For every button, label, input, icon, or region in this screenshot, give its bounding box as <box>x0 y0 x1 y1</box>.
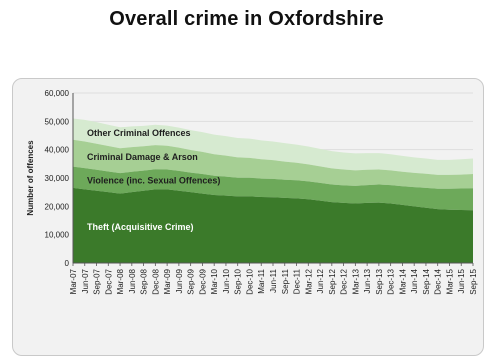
x-tick-label: Dec-14 <box>434 268 443 294</box>
page-title: Overall crime in Oxfordshire <box>109 8 384 30</box>
x-tick-label: Mar-09 <box>163 268 172 294</box>
y-tick-labels: 0 10,000 20,000 30,000 40,000 50,000 60,000 <box>45 89 70 268</box>
x-tick-label: Dec-07 <box>104 268 113 294</box>
x-tick-label: Sep-10 <box>234 268 243 294</box>
x-tick-label: Jun-12 <box>316 268 325 293</box>
x-tick-label: Sep-15 <box>469 268 478 294</box>
x-tick-label: Mar-14 <box>398 268 407 294</box>
y-tick-label: 50,000 <box>45 117 70 126</box>
y-tick-label: 10,000 <box>45 231 70 240</box>
x-tick-label: Mar-08 <box>116 268 125 294</box>
area-violence <box>73 166 473 211</box>
axes <box>72 93 474 266</box>
x-tick-label: Mar-12 <box>304 268 313 294</box>
x-tick-label: Sep-07 <box>93 268 102 294</box>
y-axis-title: Number of offences <box>26 140 35 216</box>
x-tick-label: Sep-09 <box>187 268 196 294</box>
x-tick-label: Sep-14 <box>422 268 431 294</box>
x-tick-label: Jun-15 <box>457 268 466 293</box>
x-tick-label: Jun-08 <box>128 268 137 293</box>
series-label-other: Other Criminal Offences <box>87 128 191 138</box>
y-tick-label: 0 <box>65 259 70 268</box>
y-tick-label: 20,000 <box>45 202 70 211</box>
x-tick-label: Sep-12 <box>328 268 337 294</box>
series-labels: Theft (Acquisitive Crime) Violence (inc. … <box>87 128 220 232</box>
area-layers <box>73 118 473 263</box>
chart-frame: 0 10,000 20,000 30,000 40,000 50,000 60,000 Ma… <box>12 78 484 356</box>
x-tick-label: Dec-11 <box>293 268 302 294</box>
x-tick-label: Sep-11 <box>281 268 290 294</box>
x-tick-label: Sep-13 <box>375 268 384 294</box>
x-tick-label: Mar-11 <box>257 268 266 293</box>
y-tick-label: 30,000 <box>45 174 70 183</box>
x-tick-labels: Mar-07 Jun-07 Sep-07 Dec-07 Mar-08 Jun-08 Sep-… <box>69 268 478 294</box>
area-criminal-damage <box>73 139 473 189</box>
x-tick-label: Jun-14 <box>410 268 419 293</box>
x-tick-label: Jun-11 <box>269 268 278 292</box>
y-tick-label: 60,000 <box>45 89 70 98</box>
area-other <box>73 118 473 175</box>
x-tick-label: Mar-10 <box>210 268 219 294</box>
series-label-criminal-damage: Criminal Damage & Arson <box>87 152 198 162</box>
x-tick-label: Dec-10 <box>245 268 254 294</box>
x-tick-label: Mar-07 <box>69 268 78 294</box>
area-theft <box>73 187 473 263</box>
x-tick-label: Sep-08 <box>140 268 149 294</box>
x-tick-label: Jun-13 <box>363 268 372 293</box>
x-tick-label: Jun-07 <box>81 268 90 293</box>
x-tick-label: Mar-15 <box>445 268 454 294</box>
y-tick-label: 40,000 <box>45 146 70 155</box>
series-label-violence: Violence (inc. Sexual Offences) <box>87 175 220 185</box>
x-tick-label: Dec-13 <box>387 268 396 294</box>
x-tick-label: Jun-09 <box>175 268 184 293</box>
series-label-theft: Theft (Acquisitive Crime) <box>87 222 194 232</box>
stacked-area-chart: 0 10,000 20,000 30,000 40,000 50,000 60,000 Ma… <box>26 89 478 295</box>
x-tick-label: Dec-12 <box>340 268 349 294</box>
x-tick-label: Dec-08 <box>151 268 160 294</box>
x-tick-label: Dec-09 <box>198 268 207 294</box>
x-tick-label: Jun-10 <box>222 268 231 293</box>
x-tick-label: Mar-13 <box>351 268 360 294</box>
